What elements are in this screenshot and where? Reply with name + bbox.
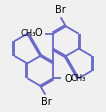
Text: CH₃: CH₃	[70, 74, 86, 83]
Text: O: O	[34, 28, 42, 38]
Text: Br: Br	[41, 97, 51, 107]
Text: Br: Br	[55, 5, 65, 15]
Text: CH₃: CH₃	[20, 29, 36, 38]
Text: O: O	[64, 74, 72, 84]
